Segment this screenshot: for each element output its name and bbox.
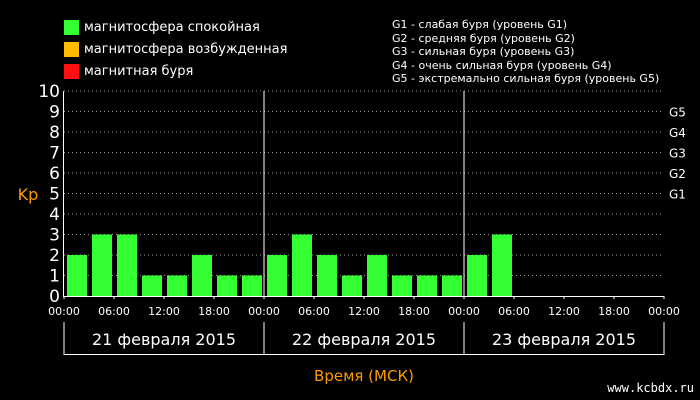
kp-bar — [342, 275, 362, 296]
x-tick-label: 00:00 — [648, 305, 680, 318]
legend-label-storm: магнитная буря — [84, 63, 194, 79]
kp-bar — [417, 275, 437, 296]
g-level-label: G3 — [669, 147, 686, 161]
kp-bar — [67, 255, 87, 296]
kp-bar — [192, 255, 212, 296]
kp-bar — [242, 275, 262, 296]
g-level-label: G1 — [669, 188, 686, 202]
day-label: 23 февраля 2015 — [492, 330, 636, 349]
y-tick-label: 3 — [49, 226, 60, 246]
y-tick-label: 5 — [49, 185, 60, 205]
y-tick-label: 0 — [49, 287, 60, 307]
y-tick-label: 8 — [49, 123, 60, 143]
swatch-storm — [64, 63, 79, 79]
x-tick-label: 18:00 — [598, 305, 630, 318]
day-label: 21 февраля 2015 — [92, 330, 236, 349]
kp-bar — [317, 255, 337, 296]
x-tick-label: 12:00 — [348, 305, 380, 318]
y-tick-label: 10 — [38, 82, 60, 102]
legend-item-storm: магнитная буря — [64, 60, 287, 82]
x-tick-label: 12:00 — [148, 305, 180, 318]
x-tick-label: 18:00 — [198, 305, 230, 318]
kp-bar — [442, 275, 462, 296]
kp-bar — [292, 234, 312, 296]
x-axis-title: Время (МСК) — [314, 367, 414, 385]
storm-level-legend: G1 - слабая буря (уровень G1) G2 - средн… — [392, 18, 659, 86]
y-tick-label: 7 — [49, 144, 60, 164]
swatch-quiet — [64, 19, 79, 35]
kp-bar — [467, 255, 487, 296]
kp-bar — [92, 234, 112, 296]
kp-bar — [367, 255, 387, 296]
x-tick-label: 00:00 — [248, 305, 280, 318]
x-tick-label: 00:00 — [448, 305, 480, 318]
g-level-label: G5 — [669, 106, 686, 120]
g-level-label: G2 — [669, 167, 686, 181]
kp-bar — [492, 234, 512, 296]
swatch-excited — [64, 41, 79, 57]
y-tick-label: 6 — [49, 164, 60, 184]
kp-bar — [167, 275, 187, 296]
legend-label-excited: магнитосфера возбужденная — [84, 41, 288, 57]
kp-bar — [267, 255, 287, 296]
x-tick-label: 06:00 — [98, 305, 130, 318]
y-tick-label: 4 — [49, 205, 60, 225]
storm-legend-g2: G2 - средняя буря (уровень G2) — [392, 31, 575, 45]
day-label: 22 февраля 2015 — [292, 330, 436, 349]
x-tick-label: 18:00 — [398, 305, 430, 318]
kp-bar — [142, 275, 162, 296]
color-legend: магнитосфера спокойная магнитосфера возб… — [64, 16, 287, 82]
storm-legend-g1: G1 - слабая буря (уровень G1) — [392, 18, 568, 31]
legend-item-quiet: магнитосфера спокойная — [64, 16, 287, 38]
storm-legend-g4: G4 - очень сильная буря (уровень G4) — [392, 58, 612, 72]
y-tick-label: 1 — [49, 267, 60, 287]
y-tick-label: 9 — [49, 103, 60, 123]
kp-bar — [217, 275, 237, 296]
x-tick-label: 06:00 — [498, 305, 530, 318]
x-tick-label: 06:00 — [298, 305, 330, 318]
y-axis-title: Kp — [18, 185, 39, 204]
storm-legend-g3: G3 - сильная буря (уровень G3) — [392, 45, 575, 58]
legend-label-quiet: магнитосфера спокойная — [84, 19, 260, 35]
y-tick-label: 2 — [49, 246, 60, 266]
g-level-label: G4 — [669, 126, 686, 140]
storm-legend-g5: G5 - экстремально сильная буря (уровень … — [392, 72, 660, 85]
x-tick-label: 12:00 — [548, 305, 580, 318]
x-tick-label: 00:00 — [48, 305, 80, 318]
kp-bar — [117, 234, 137, 296]
legend-item-excited: магнитосфера возбужденная — [64, 38, 287, 60]
site-watermark: www.kcbdx.ru — [607, 381, 694, 395]
kp-bar — [392, 275, 412, 296]
